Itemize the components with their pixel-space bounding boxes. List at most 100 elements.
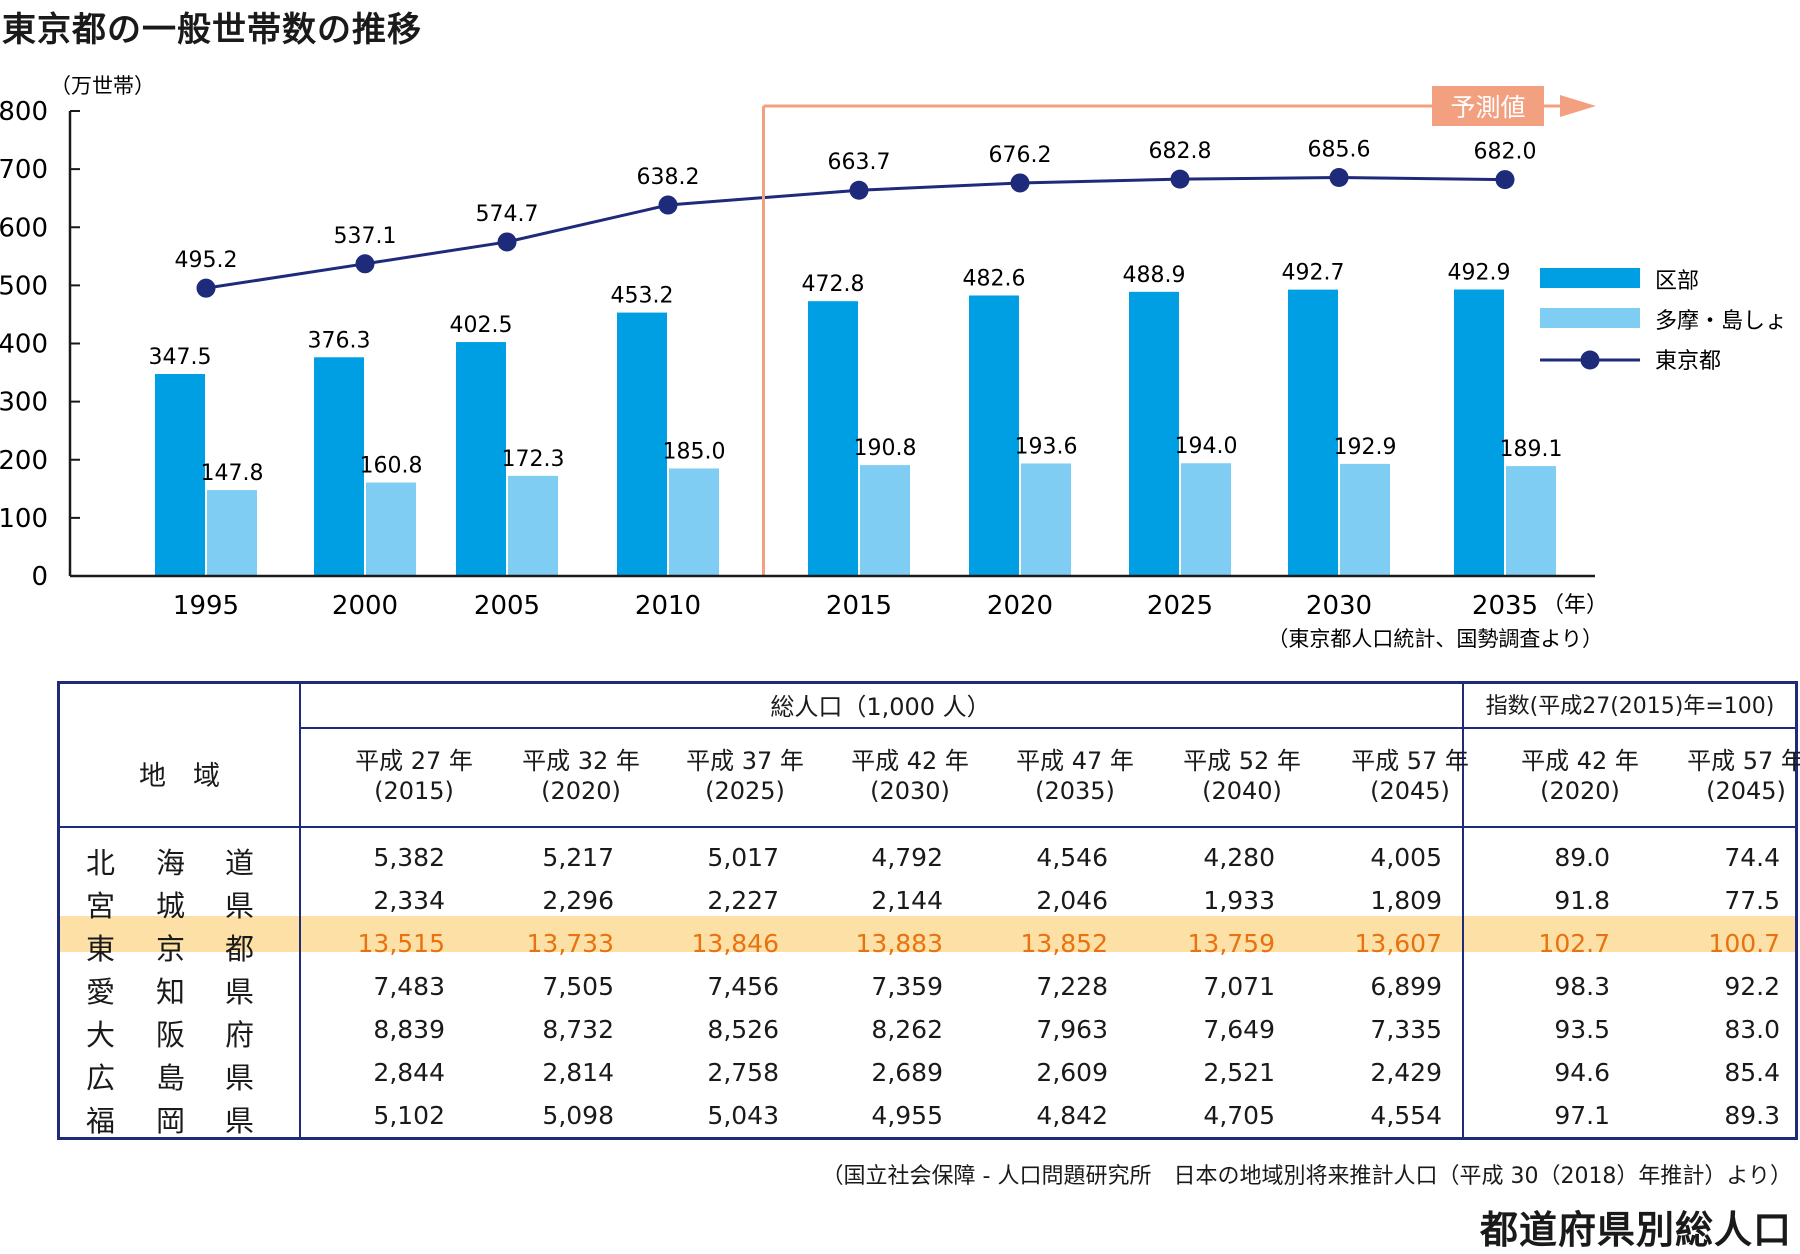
x-tick-label: 1995 — [173, 591, 239, 621]
region-char: 県 — [225, 889, 255, 923]
table-cell: 2,046 — [1036, 886, 1108, 915]
y-tick-label: 600 — [0, 213, 48, 243]
table-cell: 4,005 — [1370, 843, 1442, 872]
region-char: 愛 — [86, 975, 116, 1009]
region-char: 岡 — [156, 1104, 186, 1138]
x-tick-label: 2030 — [1306, 591, 1372, 621]
table-cell: 13,515 — [357, 929, 445, 958]
table-cell: 8,839 — [373, 1015, 445, 1044]
y-tick-label: 0 — [31, 562, 48, 592]
table-cell: 7,335 — [1370, 1015, 1442, 1044]
table-cell: 13,883 — [855, 929, 943, 958]
table-cell: 7,505 — [542, 972, 614, 1001]
region-char: 福 — [86, 1104, 116, 1138]
bar-value-label: 492.9 — [1448, 261, 1511, 286]
bar-tama-2020 — [1021, 463, 1071, 576]
table-cell: 100.7 — [1708, 929, 1780, 958]
table-cell: 7,963 — [1036, 1015, 1108, 1044]
column-header-era: 平成 42 年 — [1521, 747, 1639, 775]
bar-tama-2005 — [508, 475, 558, 576]
table-cell: 2,814 — [542, 1058, 614, 1087]
region-char: 道 — [225, 846, 255, 880]
legend-label-ku: 区部 — [1655, 269, 1699, 294]
table-cell: 8,262 — [871, 1015, 943, 1044]
bar-value-label: 402.5 — [450, 313, 513, 338]
column-header: 平成 47 年 (2035) — [995, 746, 1155, 806]
x-tick-label: 2025 — [1147, 591, 1213, 621]
bar-tama-2035 — [1506, 466, 1556, 576]
column-header-year: (2015) — [374, 777, 454, 805]
tokyo-row-highlight — [60, 916, 1795, 952]
line-value-label: 676.2 — [989, 143, 1052, 168]
line-value-label: 682.0 — [1474, 140, 1537, 165]
tokyo-point-2005 — [497, 232, 517, 252]
column-header: 平成 52 年 (2040) — [1162, 746, 1322, 806]
column-header-year: (2045) — [1370, 777, 1450, 805]
table-cell: 4,280 — [1203, 843, 1275, 872]
region-char: 都 — [225, 932, 255, 966]
forecast-badge — [1432, 86, 1544, 126]
table-cell: 13,852 — [1020, 929, 1108, 958]
tokyo-point-2030 — [1329, 167, 1349, 187]
line-value-label: 682.8 — [1149, 139, 1212, 164]
bar-tama-2030 — [1340, 463, 1390, 576]
table-cell: 2,429 — [1370, 1058, 1442, 1087]
column-header-year: (2040) — [1202, 777, 1282, 805]
table-cell: 13,607 — [1354, 929, 1442, 958]
column-header-year: (2030) — [870, 777, 950, 805]
table-source: （国立社会保障 - 人口問題研究所 日本の地域別将来推計人口（平成 30（201… — [821, 1164, 1792, 1189]
region-char: 海 — [156, 846, 186, 880]
table-cell: 13,759 — [1187, 929, 1275, 958]
bar-tama-2000 — [366, 482, 416, 576]
table-cell: 8,526 — [707, 1015, 779, 1044]
table-cell: 77.5 — [1724, 886, 1780, 915]
column-header: 平成 37 年 (2025) — [665, 746, 825, 806]
bar-value-label: 160.8 — [360, 454, 423, 479]
header-index: 指数(平成27(2015)年=100) — [1485, 694, 1775, 719]
table-cell: 7,649 — [1203, 1015, 1275, 1044]
table-cell: 2,227 — [707, 886, 779, 915]
line-value-label: 574.7 — [476, 202, 539, 227]
bar-value-label: 193.6 — [1015, 434, 1078, 459]
line-value-label: 495.2 — [175, 248, 238, 273]
bar-ku-2010 — [617, 312, 667, 576]
x-axis-unit: （年） — [1542, 593, 1608, 618]
table-cell: 7,483 — [373, 972, 445, 1001]
table-cell: 89.3 — [1724, 1101, 1780, 1130]
table-cell: 13,846 — [691, 929, 779, 958]
column-header: 平成 32 年 (2020) — [501, 746, 661, 806]
table-cell: 2,844 — [373, 1058, 445, 1087]
table-cell: 5,017 — [707, 843, 779, 872]
y-tick-label: 200 — [0, 446, 48, 476]
table-cell: 2,296 — [542, 886, 614, 915]
table-cell: 2,609 — [1036, 1058, 1108, 1087]
y-tick-label: 700 — [0, 155, 48, 185]
region-char: 大 — [86, 1018, 116, 1052]
bar-ku-2000 — [314, 357, 364, 576]
table-cell: 2,334 — [373, 886, 445, 915]
column-header-era: 平成 52 年 — [1183, 747, 1301, 775]
bar-ku-2035 — [1454, 289, 1504, 576]
bar-tama-1995 — [207, 490, 257, 576]
y-tick-label: 400 — [0, 330, 48, 360]
region-char: 東 — [86, 932, 116, 966]
table-cell: 93.5 — [1554, 1015, 1610, 1044]
region-char: 府 — [225, 1018, 255, 1052]
x-tick-label: 2010 — [635, 591, 701, 621]
column-header-era: 平成 32 年 — [522, 747, 640, 775]
bar-ku-2015 — [808, 301, 858, 576]
table-cell: 4,705 — [1203, 1101, 1275, 1130]
table-cell: 2,144 — [871, 886, 943, 915]
line-value-label: 537.1 — [334, 224, 397, 249]
region-char: 島 — [156, 1061, 186, 1095]
bar-value-label: 453.2 — [611, 284, 674, 309]
column-header-era: 平成 57 年 — [1351, 747, 1469, 775]
bar-ku-2005 — [456, 342, 506, 576]
bar-ku-2020 — [969, 295, 1019, 576]
table-cell: 7,456 — [707, 972, 779, 1001]
table-cell: 5,382 — [373, 843, 445, 872]
column-header-era: 平成 47 年 — [1016, 747, 1134, 775]
column-header: 平成 42 年 (2030) — [830, 746, 990, 806]
bar-value-label: 194.0 — [1175, 434, 1238, 459]
bar-tama-2010 — [669, 468, 719, 576]
